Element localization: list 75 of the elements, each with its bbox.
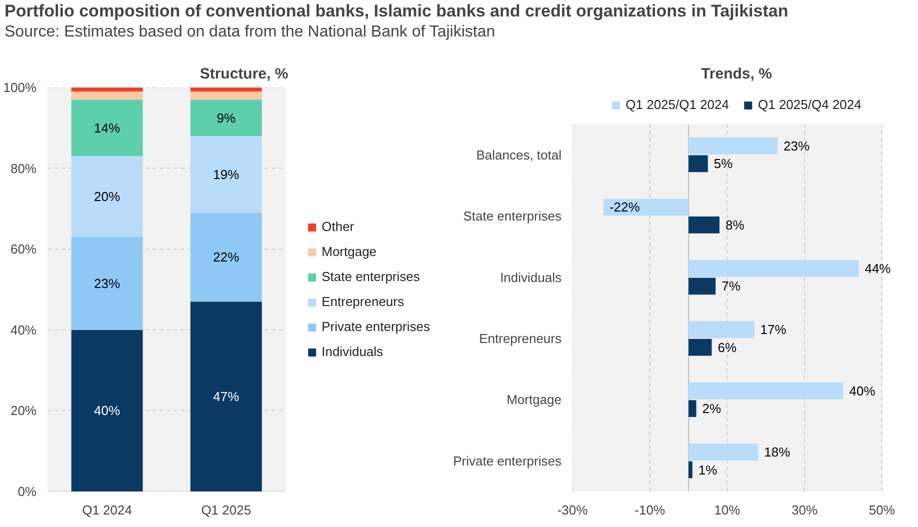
bar xyxy=(688,400,696,417)
bar xyxy=(71,236,143,330)
y-tick-label: Entrepreneurs xyxy=(479,330,562,346)
y-tick-label: State enterprises xyxy=(463,208,562,224)
legend-label: Individuals xyxy=(322,344,384,359)
chart-title: Trends, % xyxy=(701,66,772,82)
data-label: 9% xyxy=(216,110,236,126)
y-tick-label: 100% xyxy=(3,80,37,95)
bar xyxy=(688,338,712,356)
bar xyxy=(190,92,262,100)
data-label: 19% xyxy=(213,166,240,182)
bar xyxy=(688,216,720,234)
bar xyxy=(190,88,262,92)
data-label: 18% xyxy=(764,444,791,460)
bar xyxy=(71,330,143,492)
y-tick-label: Mortgage xyxy=(506,392,562,408)
y-tick-label: Balances, total xyxy=(476,147,562,162)
data-label: 47% xyxy=(213,389,240,404)
data-label: -22% xyxy=(609,200,640,215)
x-tick-label: Q1 2025 xyxy=(201,502,252,518)
text: Portfolio composition of conventional banks, Islamic banks and credit organizations in Tajikistan xyxy=(4,2,788,20)
data-label: 40% xyxy=(94,403,120,418)
y-tick-label: Individuals xyxy=(500,270,562,285)
data-label: 6% xyxy=(718,340,737,355)
data-label: 5% xyxy=(714,156,734,172)
x-tick-label: -10% xyxy=(634,502,666,518)
y-tick-label: 0% xyxy=(18,484,37,499)
y-tick-label: 80% xyxy=(10,160,37,176)
data-label: 8% xyxy=(725,217,745,232)
bar xyxy=(688,321,754,338)
bar xyxy=(71,88,143,92)
data-label: 7% xyxy=(722,278,741,294)
x-tick-label: 30% xyxy=(792,502,818,518)
bar xyxy=(688,461,692,478)
bar xyxy=(688,155,708,172)
data-label: 22% xyxy=(213,250,240,265)
chart-title: Structure, % xyxy=(200,66,288,82)
data-label: 23% xyxy=(94,276,120,291)
legend-label: Q1 2025/Q4 2024 xyxy=(758,97,862,112)
legend-label: Mortgage xyxy=(322,244,377,259)
legend-label: Private enterprises xyxy=(322,319,430,334)
legend-label: State enterprises xyxy=(322,269,420,284)
bar xyxy=(71,156,143,237)
x-tick-label: Q1 2024 xyxy=(82,502,132,518)
legend-label: Other xyxy=(322,219,354,234)
data-label: 2% xyxy=(702,401,722,416)
data-label: 44% xyxy=(864,260,892,276)
y-tick-label: 40% xyxy=(10,322,37,338)
data-label: 40% xyxy=(849,383,876,398)
x-tick-label: -30% xyxy=(557,502,588,518)
x-tick-label: 50% xyxy=(868,502,896,518)
legend-label: Entrepreneurs xyxy=(322,294,404,309)
bar xyxy=(688,278,716,295)
bar xyxy=(190,302,262,492)
data-label: 1% xyxy=(698,462,718,478)
y-tick-label: 60% xyxy=(10,242,37,257)
bar xyxy=(71,92,143,100)
data-label: 23% xyxy=(784,138,810,154)
bar xyxy=(190,212,262,302)
bar xyxy=(71,100,143,156)
legend-label: Q1 2025/Q1 2024 xyxy=(626,97,729,112)
y-tick-label: 20% xyxy=(10,403,37,418)
bar xyxy=(688,444,758,460)
data-label: 17% xyxy=(760,322,787,338)
bar xyxy=(190,136,262,213)
bar xyxy=(688,382,844,400)
y-tick-label: Private enterprises xyxy=(453,453,562,468)
bar xyxy=(688,260,859,277)
data-label: 14% xyxy=(94,120,120,136)
x-tick-label: 10% xyxy=(714,502,741,518)
data-label: 20% xyxy=(94,189,120,204)
bar xyxy=(603,198,689,216)
bar xyxy=(688,138,778,154)
bar xyxy=(190,100,262,136)
source-note: Source: Estimates based on data from the National Bank of Tajikistan xyxy=(4,24,496,40)
